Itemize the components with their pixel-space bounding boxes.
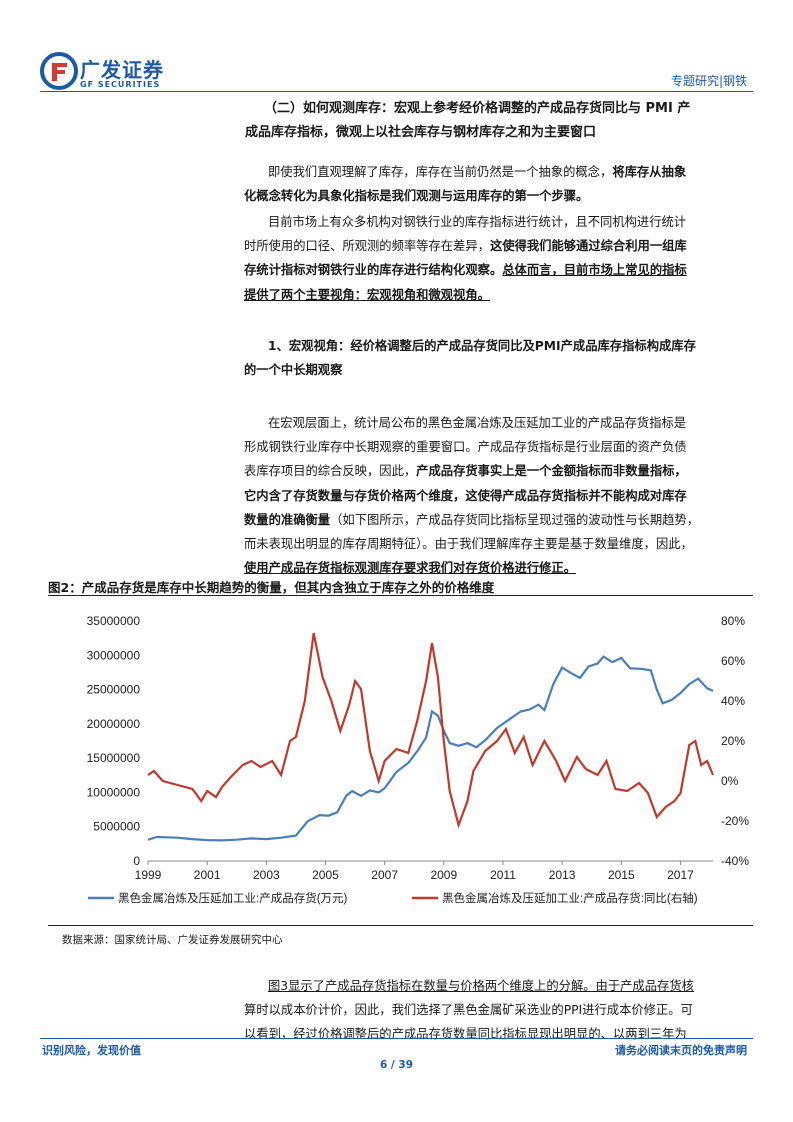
y-left-tick-label: 30000000 (87, 648, 141, 662)
y-right-tick-label: 0% (721, 774, 739, 788)
para-4: 图3显示了产成品存货指标在数量与价格两个维度上的分解。由于产成品存货核 算时以成… (244, 974, 756, 1047)
section-heading-cont: 成品库存指标，微观上以社会库存与钢材库存之和为主要窗口 (245, 121, 755, 145)
para-1-line1: 即使我们直观理解了库存，库存在当前仍然是一个抽象的概念，将库存从抽象 (244, 160, 756, 184)
x-tick-label: 2015 (608, 868, 635, 882)
para-4-line3: 以看到，经过价格调整后的产成品存货数量同比指标显现出明显的、以两到三年为 (244, 1027, 687, 1042)
y-left-tick-label: 0 (133, 854, 140, 868)
figure-source: 数据来源：国家统计局、广发证券发展研究中心 (62, 934, 283, 946)
para-3-line5: 数量的准确衡量（如下图所示，产成品存货同比指标呈现过强的波动性与长期趋势， (244, 508, 756, 532)
report-type: 专题研究|钢铁 (670, 74, 747, 88)
footer-disclaimer: 请务必阅读末页的免责声明 (615, 1044, 747, 1057)
para-2-line2-text: 时所使用的口径、所观测的频率等存在差异， (244, 239, 490, 254)
y-right-tick-label: 20% (721, 734, 745, 748)
y-right-tick-label: 80% (721, 614, 745, 628)
x-tick-label: 2017 (667, 868, 694, 882)
footer-slogan: 识别风险，发现价值 (42, 1044, 141, 1057)
para-4-line1-text: 图3显示了产成品存货指标在数量与价格两个维度上的分解。由于产成品存货核 (268, 979, 694, 993)
brand-logo (40, 52, 180, 92)
para-1-bold: 将库存从抽象 (612, 165, 687, 179)
para-3-line3-bold: 产成品存货事实上是一个金额指标而非数量指标， (416, 464, 687, 479)
para-3-line1: 在宏观层面上，统计局公布的黑色金属冶炼及压延加工业的产成品存货指标是 (268, 416, 687, 430)
para-1-text: 即使我们直观理解了库存，库存在当前仍然是一个抽象的概念， (268, 165, 613, 179)
x-tick-label: 2005 (312, 868, 339, 882)
y-left-tick-label: 5000000 (93, 820, 140, 834)
para-2-line4: 提供了两个主要视角：宏观视角和微观视角。 (244, 287, 490, 302)
para-1: 即使我们直观理解了库存，库存在当前仍然是一个抽象的概念，将库存从抽象 化概念转化… (244, 160, 756, 208)
para-3-line3: 表库存项目的综合反映，因此，产成品存货事实上是一个金额指标而非数量指标， (244, 459, 756, 483)
para-2: 目前市场上有众多机构对钢铁行业的库存指标进行统计，且不同机构进行统计 时所使用的… (244, 210, 756, 307)
y-right-tick-label: 40% (721, 694, 745, 708)
y-left-tick-label: 15000000 (87, 751, 141, 765)
figure-rule-top (48, 595, 753, 596)
series-inventory-line (147, 655, 714, 842)
para-1-line2: 化概念转化为具象化指标是我们观测与运用库存的第一个步骤。 (244, 189, 589, 204)
section-heading-line2: 成品库存指标，微观上以社会库存与钢材库存之和为主要窗口 (245, 125, 597, 140)
figure-title: 图2：产成品存货是库存中长期趋势的衡量，但其内含独立于库存之外的价格维度 (48, 580, 495, 595)
y-left-tick-label: 25000000 (87, 683, 141, 697)
para-2-line3-ul: 总体而言，目前市场上常见的指标 (502, 263, 687, 278)
para-3: 在宏观层面上，统计局公布的黑色金属冶炼及压延加工业的产成品存货指标是 形成钢铁行… (244, 411, 756, 580)
logo-en-text: GF SECURITIES (80, 80, 161, 89)
y-left-tick-label: 20000000 (87, 717, 141, 731)
logo-cn-text: 广发证券 (80, 58, 164, 82)
x-tick-label: 2011 (490, 868, 516, 882)
para-4-line2: 算时以成本价计价，因此，我们选择了黑色金属矿采选业的PPI进行成本价修正。可 (244, 1003, 693, 1018)
x-tick-label: 2001 (194, 868, 221, 882)
inventory-chart: 0 5000000 10000000 15000000 20000000 25000000… (87, 614, 750, 905)
figure-rule-bottom (48, 925, 753, 926)
para-4-line1: 图3显示了产成品存货指标在数量与价格两个维度上的分解。由于产成品存货核 (244, 974, 756, 998)
legend-label-inventory: 黑色金属冶炼及压延加工业:产成品存货(万元) (118, 891, 348, 905)
legend: 黑色金属冶炼及压延加工业:产成品存货(万元) 黑色金属冶炼及压延加工业:产成品存… (88, 891, 698, 905)
para-3-line6: 而未表现出明显的库存周期特征）。由于我们理解库存主要是基于数量维度，因此， (244, 537, 693, 552)
series-yoy-line (147, 632, 715, 829)
y-left-tick-label: 10000000 (87, 785, 141, 799)
section-heading: （二）如何观测库存：宏观上参考经价格调整的产成品存货同比与 PMI 产 (264, 97, 754, 121)
page-number: 6 / 39 (379, 1059, 414, 1071)
para-3-line5-text: （如下图所示，产成品存货同比指标呈现过强的波动性与长期趋势， (330, 512, 700, 527)
para-3-line4: 它内含了存货数量与存货价格两个维度，这使得产成品存货指标并不能构成对库存 (244, 488, 687, 503)
x-tick-label: 2013 (549, 868, 576, 882)
gf-logo-icon (40, 52, 78, 90)
subsection-heading: 1、宏观视角：经价格调整后的产成品存货同比及PMI产成品库存指标构成库存 的一个… (244, 334, 756, 382)
y-left-tick-label: 35000000 (87, 614, 141, 628)
para-2-line2-bold: 这使得我们能够通过综合利用一组库 (489, 239, 687, 254)
para-3-line3-text: 表库存项目的综合反映，因此， (244, 464, 417, 479)
y-right-tick-label: 60% (721, 654, 745, 668)
para-2-line3-bold: 存统计指标对钢铁行业的库存进行结构化观察。 (244, 263, 503, 278)
section-heading-line1: （二）如何观测库存：宏观上参考经价格调整的产成品存货同比与 PMI 产 (264, 101, 691, 116)
para-2-line3: 存统计指标对钢铁行业的库存进行结构化观察。总体而言，目前市场上常见的指标 (244, 258, 756, 282)
x-tick-label: 2009 (430, 868, 457, 882)
x-tick-label: 2007 (371, 868, 398, 882)
y-right-tick-label: -20% (721, 814, 749, 828)
x-tick-label: 1999 (135, 868, 162, 882)
legend-label-yoy: 黑色金属冶炼及压延加工业:产成品存货:同比(右轴) (442, 891, 698, 905)
para-2-line2: 时所使用的口径、所观测的频率等存在差异，这使得我们能够通过综合利用一组库 (244, 234, 756, 258)
para-3-line7: 使用产成品存货指标观测库存要求我们对存货价格进行修正。 (244, 561, 577, 576)
x-tick-label: 2003 (253, 868, 280, 882)
footer-divider (40, 1038, 753, 1039)
y-right-tick-label: -40% (721, 854, 749, 868)
header-divider (40, 91, 753, 92)
subsection-line2: 的一个中长期观察 (244, 363, 343, 378)
para-2-line1: 目前市场上有众多机构对钢铁行业的库存指标进行统计，且不同机构进行统计 (268, 215, 687, 229)
para-3-line5-bold: 数量的准确衡量 (244, 512, 331, 527)
para-3-line2: 形成钢铁行业库存中长期观察的重要窗口。产成品存货指标是行业层面的资产负债 (244, 440, 687, 455)
subsection-line1: 1、宏观视角：经价格调整后的产成品存货同比及PMI产成品库存指标构成库存 (268, 339, 696, 353)
